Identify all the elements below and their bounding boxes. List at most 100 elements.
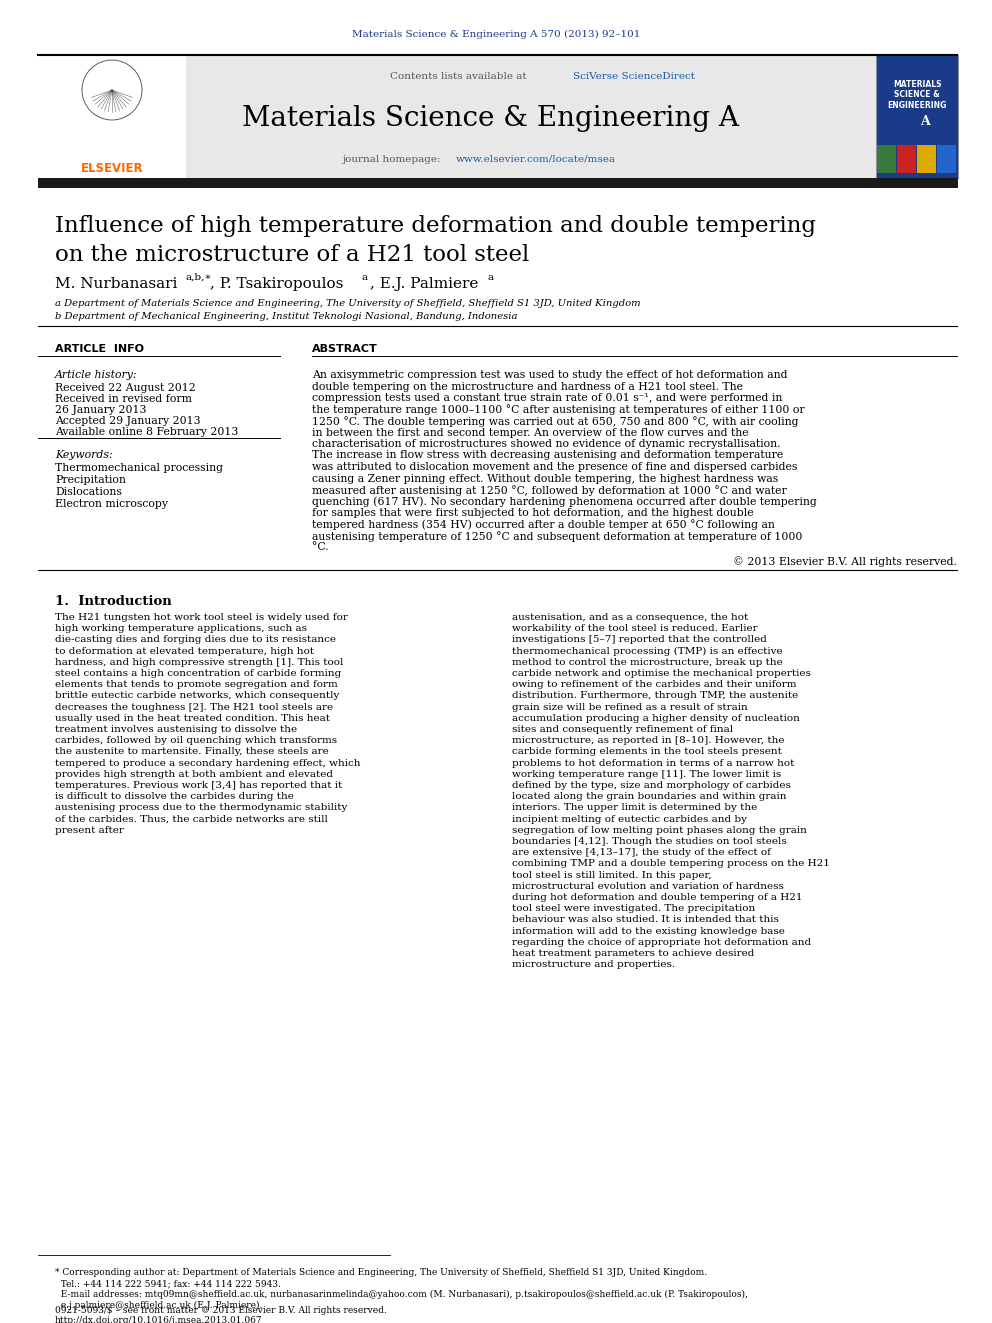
Text: quenching (617 HV). No secondary hardening phenomena occurred after double tempe: quenching (617 HV). No secondary hardeni… xyxy=(312,496,816,507)
Text: Thermomechanical processing: Thermomechanical processing xyxy=(55,463,223,474)
Text: segregation of low melting point phases along the grain: segregation of low melting point phases … xyxy=(512,826,806,835)
Text: Tel.: +44 114 222 5941; fax: +44 114 222 5943.: Tel.: +44 114 222 5941; fax: +44 114 222… xyxy=(55,1279,281,1289)
Text: tempered to produce a secondary hardening effect, which: tempered to produce a secondary hardenin… xyxy=(55,758,360,767)
Text: °C.: °C. xyxy=(312,542,328,553)
Text: carbides, followed by oil quenching which transforms: carbides, followed by oil quenching whic… xyxy=(55,736,337,745)
Text: tool steel is still limited. In this paper,: tool steel is still limited. In this pap… xyxy=(512,871,711,880)
Text: An axisymmetric compression test was used to study the effect of hot deformation: An axisymmetric compression test was use… xyxy=(312,370,788,380)
Text: is difficult to dissolve the carbides during the: is difficult to dissolve the carbides du… xyxy=(55,792,294,802)
Text: brittle eutectic carbide networks, which consequently: brittle eutectic carbide networks, which… xyxy=(55,692,339,700)
Text: ARTICLE  INFO: ARTICLE INFO xyxy=(55,344,144,355)
Text: , E.J. Palmiere: , E.J. Palmiere xyxy=(370,277,478,291)
Text: Received in revised form: Received in revised form xyxy=(55,394,191,404)
Text: for samples that were first subjected to hot deformation, and the highest double: for samples that were first subjected to… xyxy=(312,508,754,519)
Text: was attributed to dislocation movement and the presence of fine and dispersed ca: was attributed to dislocation movement a… xyxy=(312,462,798,472)
Text: are extensive [4,13–17], the study of the effect of: are extensive [4,13–17], the study of th… xyxy=(512,848,771,857)
Text: die-casting dies and forging dies due to its resistance: die-casting dies and forging dies due to… xyxy=(55,635,336,644)
Text: thermomechanical processing (TMP) is an effective: thermomechanical processing (TMP) is an … xyxy=(512,647,783,656)
Text: E-mail addresses: mtq09mn@sheffield.ac.uk, nurbanasarinmelinda@yahoo.com (M. Nur: E-mail addresses: mtq09mn@sheffield.ac.u… xyxy=(55,1290,748,1299)
Text: sites and consequently refinement of final: sites and consequently refinement of fin… xyxy=(512,725,733,734)
Text: journal homepage:: journal homepage: xyxy=(342,155,443,164)
Text: Contents lists available at: Contents lists available at xyxy=(390,71,530,81)
Text: grain size will be refined as a result of strain: grain size will be refined as a result o… xyxy=(512,703,748,712)
Text: a Department of Materials Science and Engineering, The University of Sheffield, : a Department of Materials Science and En… xyxy=(55,299,641,308)
Text: problems to hot deformation in terms of a narrow hot: problems to hot deformation in terms of … xyxy=(512,758,795,767)
Text: characterisation of microstructures showed no evidence of dynamic recrystallisat: characterisation of microstructures show… xyxy=(312,439,781,448)
Text: ELSEVIER: ELSEVIER xyxy=(80,161,143,175)
Text: Dislocations: Dislocations xyxy=(55,487,122,497)
Text: method to control the microstructure, break up the: method to control the microstructure, br… xyxy=(512,658,783,667)
Text: information will add to the existing knowledge base: information will add to the existing kno… xyxy=(512,926,785,935)
Bar xyxy=(38,179,958,188)
Bar xyxy=(937,146,956,173)
Text: on the microstructure of a H21 tool steel: on the microstructure of a H21 tool stee… xyxy=(55,243,530,266)
Text: 1250 °C. The double tempering was carried out at 650, 750 and 800 °C, with air c: 1250 °C. The double tempering was carrie… xyxy=(312,415,799,427)
Text: SciVerse ScienceDirect: SciVerse ScienceDirect xyxy=(573,71,695,81)
Text: heat treatment parameters to achieve desired: heat treatment parameters to achieve des… xyxy=(512,949,754,958)
Text: the austenite to martensite. Finally, these steels are: the austenite to martensite. Finally, th… xyxy=(55,747,328,757)
Text: measured after austenising at 1250 °C, followed by deformation at 1000 °C and wa: measured after austenising at 1250 °C, f… xyxy=(312,486,787,496)
Text: hardness, and high compressive strength [1]. This tool: hardness, and high compressive strength … xyxy=(55,658,343,667)
Bar xyxy=(917,146,936,173)
Text: during hot deformation and double tempering of a H21: during hot deformation and double temper… xyxy=(512,893,803,902)
Text: A: A xyxy=(921,115,930,128)
Text: austenisation, and as a consequence, the hot: austenisation, and as a consequence, the… xyxy=(512,613,748,622)
Text: accumulation producing a higher density of nucleation: accumulation producing a higher density … xyxy=(512,714,800,722)
Text: a,b,∗: a,b,∗ xyxy=(185,273,211,282)
Text: microstructure, as reported in [8–10]. However, the: microstructure, as reported in [8–10]. H… xyxy=(512,736,785,745)
Text: 26 January 2013: 26 January 2013 xyxy=(55,405,147,415)
Text: elements that tends to promote segregation and form: elements that tends to promote segregati… xyxy=(55,680,337,689)
Text: The H21 tungsten hot work tool steel is widely used for: The H21 tungsten hot work tool steel is … xyxy=(55,613,348,622)
Text: to deformation at elevated temperature, high hot: to deformation at elevated temperature, … xyxy=(55,647,314,656)
Bar xyxy=(38,56,876,179)
Text: owing to refinement of the carbides and their uniform: owing to refinement of the carbides and … xyxy=(512,680,797,689)
Text: causing a Zener pinning effect. Without double tempering, the highest hardness w: causing a Zener pinning effect. Without … xyxy=(312,474,779,483)
Text: Electron microscopy: Electron microscopy xyxy=(55,499,168,509)
Text: boundaries [4,12]. Though the studies on tool steels: boundaries [4,12]. Though the studies on… xyxy=(512,837,787,845)
Text: austenising process due to the thermodynamic stability: austenising process due to the thermodyn… xyxy=(55,803,347,812)
Text: Accepted 29 January 2013: Accepted 29 January 2013 xyxy=(55,415,200,426)
Text: tool steel were investigated. The precipitation: tool steel were investigated. The precip… xyxy=(512,904,755,913)
Text: Materials Science & Engineering A: Materials Science & Engineering A xyxy=(241,105,738,132)
Text: carbide forming elements in the tool steels present: carbide forming elements in the tool ste… xyxy=(512,747,782,757)
Text: , P. Tsakiropoulos: , P. Tsakiropoulos xyxy=(210,277,343,291)
Text: www.elsevier.com/locate/msea: www.elsevier.com/locate/msea xyxy=(456,155,616,164)
Text: a: a xyxy=(362,273,368,282)
Text: © 2013 Elsevier B.V. All rights reserved.: © 2013 Elsevier B.V. All rights reserved… xyxy=(733,556,957,566)
Text: tempered hardness (354 HV) occurred after a double temper at 650 °C following an: tempered hardness (354 HV) occurred afte… xyxy=(312,520,775,531)
Text: Keywords:: Keywords: xyxy=(55,450,113,460)
Text: http://dx.doi.org/10.1016/j.msea.2013.01.067: http://dx.doi.org/10.1016/j.msea.2013.01… xyxy=(55,1316,263,1323)
Text: working temperature range [11]. The lower limit is: working temperature range [11]. The lowe… xyxy=(512,770,782,779)
Text: of the carbides. Thus, the carbide networks are still: of the carbides. Thus, the carbide netwo… xyxy=(55,815,328,824)
Text: e.j.palmiere@sheffield.ac.uk (E.J. Palmiere).: e.j.palmiere@sheffield.ac.uk (E.J. Palmi… xyxy=(55,1301,262,1310)
Text: ABSTRACT: ABSTRACT xyxy=(312,344,378,355)
Text: Precipitation: Precipitation xyxy=(55,475,126,486)
Text: high working temperature applications, such as: high working temperature applications, s… xyxy=(55,624,307,634)
Text: 1.  Introduction: 1. Introduction xyxy=(55,595,172,609)
Text: in between the first and second temper. An overview of the flow curves and the: in between the first and second temper. … xyxy=(312,427,749,438)
Text: distribution. Furthermore, through TMP, the austenite: distribution. Furthermore, through TMP, … xyxy=(512,692,799,700)
Text: 0921-5093/$ – see front matter © 2013 Elsevier B.V. All rights reserved.: 0921-5093/$ – see front matter © 2013 El… xyxy=(55,1306,387,1315)
Bar xyxy=(877,146,896,173)
Bar xyxy=(876,56,958,179)
Text: Materials Science & Engineering A 570 (2013) 92–101: Materials Science & Engineering A 570 (2… xyxy=(352,30,640,40)
Text: decreases the toughness [2]. The H21 tool steels are: decreases the toughness [2]. The H21 too… xyxy=(55,703,333,712)
Text: usually used in the heat treated condition. This heat: usually used in the heat treated conditi… xyxy=(55,714,330,722)
Text: located along the grain boundaries and within grain: located along the grain boundaries and w… xyxy=(512,792,787,802)
Text: the temperature range 1000–1100 °C after austenising at temperatures of either 1: the temperature range 1000–1100 °C after… xyxy=(312,405,805,415)
Text: * Corresponding author at: Department of Materials Science and Engineering, The : * Corresponding author at: Department of… xyxy=(55,1267,707,1277)
Text: austenising temperature of 1250 °C and subsequent deformation at temperature of : austenising temperature of 1250 °C and s… xyxy=(312,531,803,542)
Text: provides high strength at both ambient and elevated: provides high strength at both ambient a… xyxy=(55,770,333,779)
Text: combining TMP and a double tempering process on the H21: combining TMP and a double tempering pro… xyxy=(512,860,830,868)
Text: workability of the tool steel is reduced. Earlier: workability of the tool steel is reduced… xyxy=(512,624,758,634)
Text: regarding the choice of appropriate hot deformation and: regarding the choice of appropriate hot … xyxy=(512,938,811,947)
Text: Article history:: Article history: xyxy=(55,370,138,380)
Text: defined by the type, size and morphology of carbides: defined by the type, size and morphology… xyxy=(512,781,791,790)
Bar xyxy=(897,146,916,173)
Text: present after: present after xyxy=(55,826,124,835)
Text: microstructural evolution and variation of hardness: microstructural evolution and variation … xyxy=(512,882,784,890)
Text: investigations [5–7] reported that the controlled: investigations [5–7] reported that the c… xyxy=(512,635,767,644)
Text: carbide network and optimise the mechanical properties: carbide network and optimise the mechani… xyxy=(512,669,810,677)
Text: Available online 8 February 2013: Available online 8 February 2013 xyxy=(55,427,238,437)
Text: Received 22 August 2012: Received 22 August 2012 xyxy=(55,382,195,393)
